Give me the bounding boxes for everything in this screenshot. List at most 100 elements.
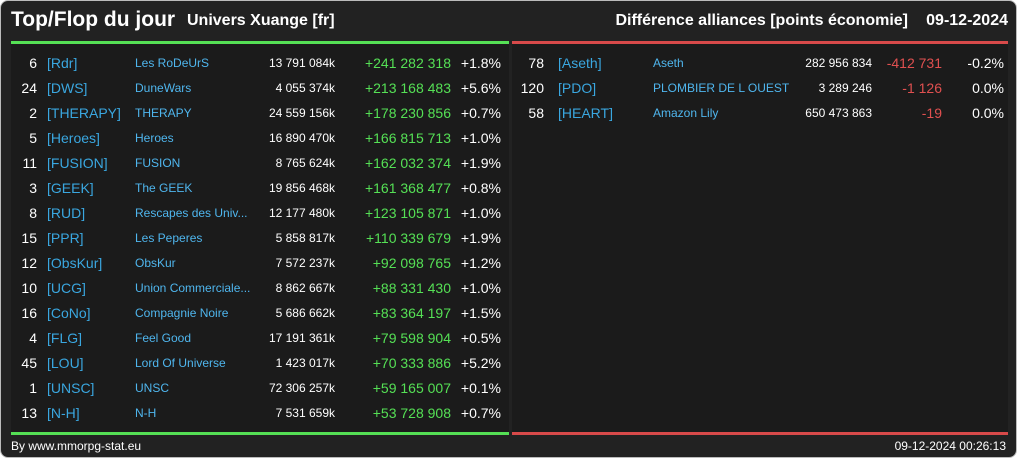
alliance-name-link[interactable]: Feel Good — [135, 331, 192, 345]
percent-cell: +5.6% — [460, 80, 501, 96]
rank-cell: 45 — [21, 355, 37, 371]
top-row: 45 [LOU] Lord Of Universe 1 423 017k +70 333… — [11, 351, 509, 376]
alliance-tag-link[interactable]: [UCG] — [47, 280, 86, 296]
alliance-tag-link[interactable]: [Rdr] — [47, 55, 78, 71]
diff-cell: +92 098 765 — [372, 255, 451, 271]
alliance-tag-link[interactable]: [HEART] — [558, 105, 613, 121]
percent-cell: +1.9% — [460, 230, 501, 246]
diff-cell: +59 165 007 — [372, 380, 451, 396]
source-link[interactable]: By www.mmorpg-stat.eu — [11, 439, 142, 453]
rank-cell: 13 — [21, 405, 37, 421]
top-row: 13 [N-H] N-H 7 531 659k +53 728 908 +0.7% — [11, 401, 509, 426]
diff-cell: +123 105 871 — [364, 205, 451, 221]
alliance-name-link[interactable]: THERAPY — [135, 106, 192, 120]
alliance-diff-title: Différence alliances [points économie] — [615, 12, 908, 29]
alliance-name-link[interactable]: Les RoDeUrS — [135, 56, 210, 70]
rank-cell: 120 — [520, 80, 544, 96]
top-row: 6 [Rdr] Les RoDeUrS 13 791 084k +241 282 318… — [11, 51, 509, 76]
percent-cell: +5.2% — [460, 355, 501, 371]
top-panel: 6 [Rdr] Les RoDeUrS 13 791 084k +241 282 318… — [11, 41, 509, 435]
percent-cell: +0.8% — [460, 180, 501, 196]
points-cell: 3 289 246 — [818, 81, 872, 95]
flop-row: 120 [PDO] PLOMBIER DE L OUEST 3 289 246 -1 1… — [512, 76, 1008, 101]
points-cell: 8 862 667k — [275, 281, 335, 295]
points-cell: 16 890 470k — [268, 131, 335, 145]
top-row: 5 [Heroes] Heroes 16 890 470k +166 815 713 +1… — [11, 126, 509, 151]
alliance-name-link[interactable]: Rescapes des Univ... — [135, 206, 248, 220]
rank-cell: 5 — [29, 130, 37, 146]
diff-cell: +241 282 318 — [364, 55, 451, 71]
header-date: 09-12-2024 — [926, 12, 1008, 29]
alliance-name-link[interactable]: PLOMBIER DE L OUEST — [653, 81, 790, 95]
top-row: 8 [RUD] Rescapes des Univ... 12 177 480k +12… — [11, 201, 509, 226]
alliance-name-link[interactable]: Heroes — [135, 131, 174, 145]
percent-cell: +1.2% — [460, 255, 501, 271]
footer-timestamp: 09-12-2024 00:26:13 — [894, 439, 1006, 453]
rank-cell: 1 — [29, 380, 37, 396]
top-row: 15 [PPR] Les Peperes 5 858 817k +110 339 679… — [11, 226, 509, 251]
alliance-tag-link[interactable]: [N-H] — [47, 405, 80, 421]
alliance-tag-link[interactable]: [RUD] — [47, 205, 86, 221]
header: Top/Flop du jour Univers Xuange [fr] Dif… — [1, 1, 1016, 41]
points-cell: 650 473 863 — [805, 106, 872, 120]
alliance-name-link[interactable]: Aseth — [653, 56, 684, 70]
alliance-tag-link[interactable]: [FUSION] — [47, 155, 108, 171]
alliance-tag-link[interactable]: [CoNo] — [47, 305, 91, 321]
alliance-tag-link[interactable]: [THERAPY] — [47, 105, 121, 121]
diff-cell: +83 364 197 — [372, 305, 451, 321]
alliance-name-link[interactable]: ObsKur — [135, 256, 176, 270]
alliance-name-link[interactable]: The GEEK — [135, 181, 193, 195]
diff-cell: +53 728 908 — [372, 405, 451, 421]
diff-cell: +166 815 713 — [364, 130, 451, 146]
rank-cell: 4 — [29, 330, 37, 346]
points-cell: 19 856 468k — [268, 181, 335, 195]
top-row: 10 [UCG] Union Commerciale... 8 862 667k +88… — [11, 276, 509, 301]
points-cell: 282 956 834 — [805, 56, 872, 70]
flop-row: 58 [HEART] Amazon Lily 650 473 863 -19 0.0% — [512, 101, 1008, 126]
alliance-tag-link[interactable]: [ObsKur] — [47, 255, 103, 271]
alliance-tag-link[interactable]: [Aseth] — [558, 55, 602, 71]
rank-cell: 8 — [29, 205, 37, 221]
alliance-name-link[interactable]: Compagnie Noire — [135, 306, 229, 320]
rank-cell: 58 — [528, 105, 544, 121]
alliance-tag-link[interactable]: [PDO] — [558, 80, 597, 96]
alliance-tag-link[interactable]: [GEEK] — [47, 180, 94, 196]
points-cell: 8 765 624k — [275, 156, 335, 170]
diff-cell: +88 331 430 — [372, 280, 451, 296]
diff-cell: +79 598 904 — [372, 330, 451, 346]
alliance-name-link[interactable]: N-H — [135, 406, 157, 420]
percent-cell: +0.7% — [460, 105, 501, 121]
alliance-tag-link[interactable]: [PPR] — [47, 230, 84, 246]
alliance-name-link[interactable]: DuneWars — [135, 81, 192, 95]
diff-cell: -412 731 — [886, 55, 942, 71]
diff-cell: +70 333 886 — [372, 355, 451, 371]
alliance-tag-link[interactable]: [Heroes] — [47, 130, 100, 146]
points-cell: 13 791 084k — [268, 56, 335, 70]
rank-cell: 3 — [29, 180, 37, 196]
alliance-name-link[interactable]: Lord Of Universe — [135, 356, 226, 370]
percent-cell: +1.9% — [460, 155, 501, 171]
alliance-name-link[interactable]: Union Commerciale... — [135, 281, 251, 295]
alliance-name-link[interactable]: UNSC — [135, 381, 170, 395]
points-cell: 7 572 237k — [275, 256, 335, 270]
top-row: 2 [THERAPY] THERAPY 24 559 156k +178 230 856… — [11, 101, 509, 126]
points-cell: 72 306 257k — [268, 381, 335, 395]
diff-cell: -1 126 — [902, 80, 942, 96]
diff-cell: +161 368 477 — [364, 180, 451, 196]
points-cell: 4 055 374k — [275, 81, 335, 95]
percent-cell: 0.0% — [972, 105, 1004, 121]
rank-cell: 78 — [528, 55, 544, 71]
top-row: 24 [DWS] DuneWars 4 055 374k +213 168 483 +5.… — [11, 76, 509, 101]
rank-cell: 24 — [21, 80, 37, 96]
alliance-tag-link[interactable]: [DWS] — [47, 80, 88, 96]
alliance-tag-link[interactable]: [LOU] — [47, 355, 84, 371]
flop-row: 78 [Aseth] Aseth 282 956 834 -412 731 -0.2% — [512, 51, 1008, 76]
percent-cell: +1.5% — [460, 305, 501, 321]
alliance-name-link[interactable]: Les Peperes — [135, 231, 203, 245]
alliance-name-link[interactable]: FUSION — [135, 156, 181, 170]
diff-cell: +162 032 374 — [364, 155, 451, 171]
alliance-tag-link[interactable]: [UNSC] — [47, 380, 95, 396]
alliance-tag-link[interactable]: [FLG] — [47, 330, 83, 346]
alliance-name-link[interactable]: Amazon Lily — [653, 106, 719, 120]
